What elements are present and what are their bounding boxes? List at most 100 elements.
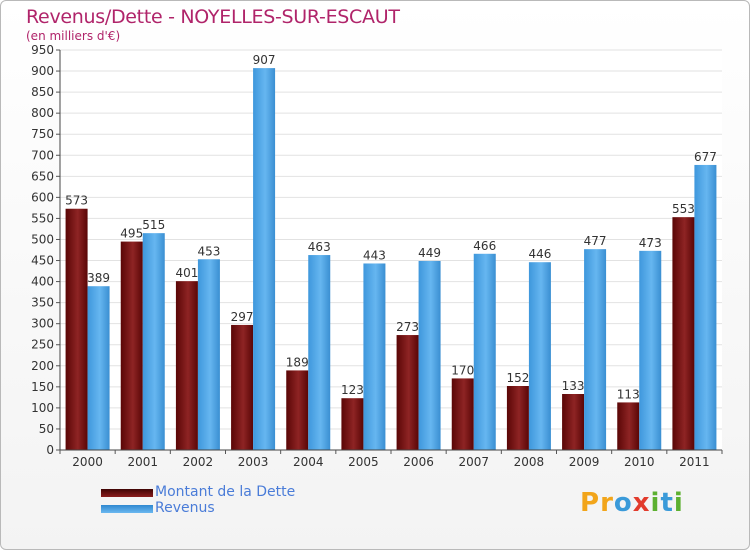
logo-letter: r [600,488,614,518]
y-tick-label: 750 [31,127,54,141]
data-label-revenus-2001: 515 [142,218,165,232]
y-tick-label: 650 [31,169,54,183]
y-tick-label: 550 [31,211,54,225]
y-tick-label: 500 [31,232,54,246]
bar-debt-2005 [341,398,364,450]
bars [65,68,717,451]
bar-debt-2009 [562,394,585,450]
bar-revenus-2005 [363,263,386,450]
data-label-revenus-2000: 389 [87,271,110,285]
grid-lines [60,49,722,451]
bar-debt-2007 [451,378,474,450]
y-tick-label: 150 [31,380,54,394]
y-tick-label: 700 [31,148,54,162]
x-tick-label: 2003 [238,455,269,469]
bar-revenus-2006 [418,260,441,450]
y-tick-label: 450 [31,254,54,268]
y-tick-label: 100 [31,401,54,415]
data-label-debt-2000: 573 [65,194,88,208]
bar-debt-2008 [506,386,529,450]
bar-revenus-2010 [639,250,662,450]
logo-letter: x [632,488,651,518]
data-label-revenus-2008: 446 [528,247,551,261]
x-tick-label: 2011 [679,455,710,469]
bar-revenus-2009 [584,249,607,450]
data-label-debt-2001: 495 [120,227,143,241]
data-label-debt-2007: 170 [451,363,474,377]
y-tick-label: 400 [31,275,54,289]
data-label-revenus-2009: 477 [584,234,607,248]
data-label-revenus-2010: 473 [639,236,662,250]
y-tick-label: 350 [31,296,54,310]
data-label-revenus-2005: 443 [363,248,386,262]
legend-swatch-debt [101,489,153,497]
data-label-revenus-2007: 466 [473,239,496,253]
data-label-debt-2009: 133 [562,379,585,393]
data-label-revenus-2004: 463 [308,240,331,254]
bar-debt-2001 [120,241,143,450]
logo-letter: i [673,488,684,518]
bar-revenus-2002 [197,259,220,450]
y-tick-label: 250 [31,338,54,352]
bar-revenus-2007 [473,253,496,450]
y-tick-label: 300 [31,317,54,331]
y-tick-label: 800 [31,106,54,120]
y-tick-label: 950 [31,43,54,57]
data-label-debt-2004: 189 [286,355,309,369]
bar-debt-2002 [175,281,198,450]
bar-revenus-2004 [308,255,331,450]
x-tick-label: 2002 [183,455,214,469]
data-label-debt-2002: 401 [175,266,198,280]
logo-letter: o [613,488,633,518]
bar-debt-2006 [396,335,419,450]
data-label-debt-2011: 553 [672,202,695,216]
bar-revenus-2000 [87,286,110,450]
logo-letter: P [580,488,601,518]
bar-revenus-2008 [528,262,551,450]
y-tick-label: 200 [31,359,54,373]
bar-revenus-2001 [142,233,165,450]
y-tick-label: 900 [31,64,54,78]
data-label-debt-2008: 152 [506,371,529,385]
legend-swatch-revenus [101,505,153,513]
data-label-revenus-2003: 907 [253,53,276,67]
bar-debt-2010 [617,402,640,450]
data-label-debt-2010: 113 [617,387,640,401]
data-label-revenus-2002: 453 [197,244,220,258]
y-tick-label: 600 [31,190,54,204]
bar-revenus-2011 [694,164,717,450]
data-label-debt-2003: 297 [231,310,254,324]
x-tick-label: 2007 [458,455,489,469]
axes [56,49,723,454]
labels: 0 50 100 150 200 250 300 350 400 450 500 550 600 650 7… [31,43,717,469]
x-tick-label: 2004 [293,455,324,469]
y-tick-label: 0 [46,443,54,457]
data-label-revenus-2006: 449 [418,246,441,260]
legend-label-revenus: Revenus [155,500,215,516]
x-tick-label: 2008 [514,455,545,469]
y-tick-label: 50 [39,422,54,436]
bar-debt-2011 [672,217,695,450]
logo-letter: i [650,488,661,518]
bar-debt-2003 [231,324,254,450]
x-tick-label: 2010 [624,455,655,469]
x-tick-label: 2001 [127,455,158,469]
data-label-debt-2006: 273 [396,320,419,334]
y-tick-label: 850 [31,85,54,99]
chart-title: Revenus/Dette - NOYELLES-SUR-ESCAUT [26,6,400,28]
bar-debt-2000 [65,208,88,450]
chart-subtitle: (en milliers d'€) [26,29,121,43]
x-tick-label: 2005 [348,455,379,469]
logo-letter: t [660,488,674,518]
bar-revenus-2003 [253,68,276,451]
x-tick-label: 2009 [569,455,600,469]
data-label-debt-2005: 123 [341,383,364,397]
legend-label-debt: Montant de la Dette [155,484,296,500]
bar-debt-2004 [286,370,309,450]
plot-area [60,50,722,450]
x-tick-label: 2000 [72,455,103,469]
proxiti-logo: Proxiti [580,488,684,518]
x-tick-label: 2006 [403,455,434,469]
data-label-revenus-2011: 677 [694,150,717,164]
